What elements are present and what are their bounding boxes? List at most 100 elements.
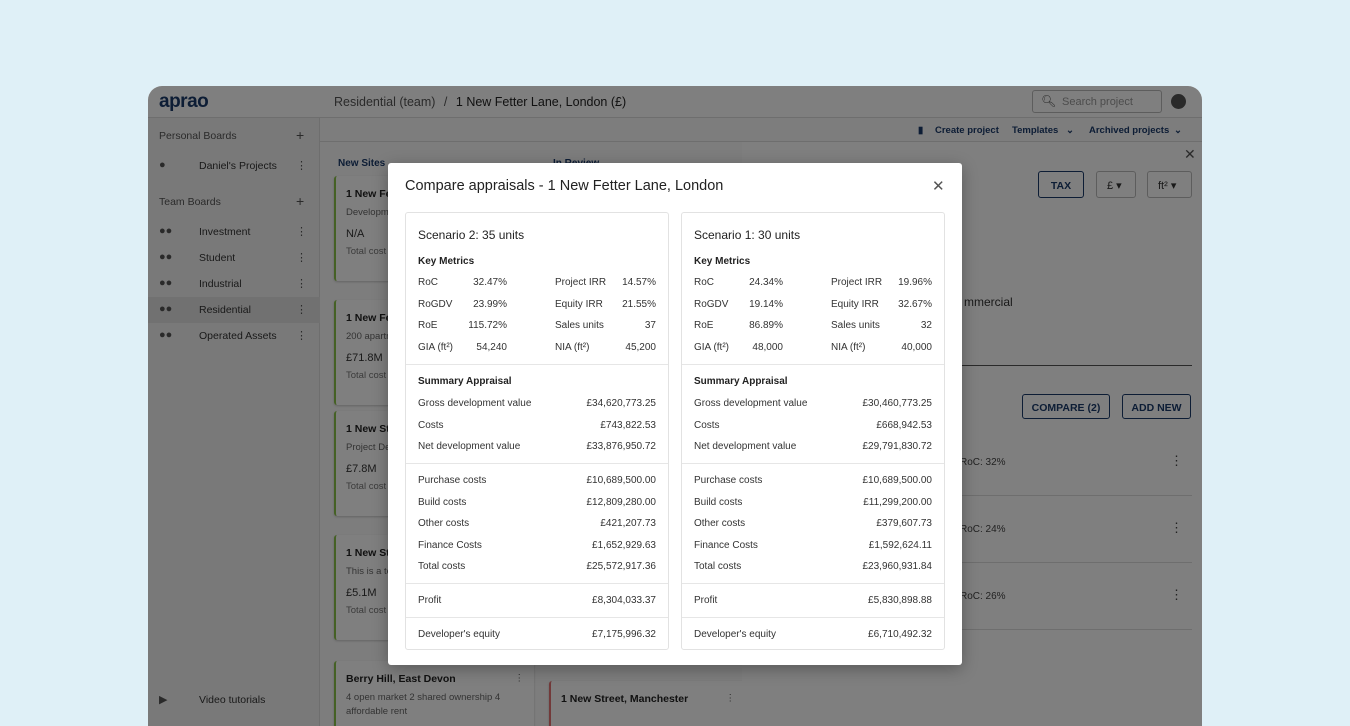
row-label: Net development value (694, 441, 797, 452)
row-value: £11,299,200.00 (863, 496, 932, 508)
row-value: £10,689,500.00 (586, 475, 656, 486)
row-label: Total costs (694, 561, 742, 572)
row-label: Net development value (418, 441, 521, 452)
row-value: £29,791,830.72 (862, 441, 932, 452)
appraisal-row: Build costs £11,299,200.00 (694, 497, 932, 511)
metric-cell: GIA (ft²) (418, 342, 453, 354)
metric-cell: 14.57% (622, 277, 656, 288)
metric-cell: Sales units (555, 320, 604, 332)
row-label: Total costs (418, 561, 466, 572)
metric-row: RoE 115.72% Sales units 37 (418, 320, 656, 334)
row-label: Finance Costs (418, 539, 482, 551)
summary-appraisal-title: Summary Appraisal (694, 376, 788, 387)
metric-cell: NIA (ft²) (831, 342, 866, 354)
appraisal-row: Gross development value £34,620,773.25 (418, 398, 656, 412)
appraisal-row: Build costs £12,809,280.00 (418, 497, 656, 511)
row-label: Other costs (694, 518, 746, 529)
metric-cell: 32.67% (898, 298, 932, 310)
key-metrics-title: Key Metrics (418, 256, 475, 267)
row-label: Build costs (694, 496, 743, 508)
appraisal-row: Net development value £29,791,830.72 (694, 441, 932, 455)
row-value: £5,830,898.88 (868, 595, 932, 606)
row-label: Finance Costs (694, 539, 758, 551)
row-value: £743,822.53 (600, 419, 656, 431)
metric-cell: Project IRR (831, 277, 883, 288)
row-value: £7,175,996.32 (592, 629, 656, 640)
appraisal-row: Costs £743,822.53 (418, 420, 656, 434)
divider (682, 364, 944, 365)
appraisal-row: Net development value £33,876,950.72 (418, 441, 656, 455)
metric-cell: 54,240 (476, 342, 507, 354)
appraisal-row: Purchase costs £10,689,500.00 (418, 475, 656, 489)
metric-cell: 45,200 (625, 342, 656, 354)
row-value: £23,960,931.84 (862, 561, 932, 572)
divider (682, 617, 944, 618)
row-label: Gross development value (418, 398, 532, 409)
metric-row: GIA (ft²) 54,240 NIA (ft²) 45,200 (418, 342, 656, 356)
appraisal-row: Other costs £421,207.73 (418, 518, 656, 532)
metric-cell: RoGDV (418, 298, 453, 310)
appraisal-row: Total costs £25,572,917.36 (418, 561, 656, 575)
appraisal-row: Finance Costs £1,652,929.63 (418, 540, 656, 554)
metric-cell: 24.34% (749, 277, 783, 288)
metric-cell: RoGDV (694, 298, 729, 310)
row-value: £1,652,929.63 (592, 539, 656, 551)
metric-cell: 32.47% (473, 277, 507, 288)
metric-row: RoC 32.47% Project IRR 14.57% (418, 277, 656, 291)
metric-cell: Sales units (831, 320, 880, 332)
row-label: Developer's equity (418, 629, 500, 640)
row-label: Costs (694, 419, 720, 431)
metric-cell: RoE (694, 320, 714, 332)
row-label: Build costs (418, 496, 467, 508)
metric-cell: Equity IRR (831, 298, 879, 310)
metric-cell: 23.99% (473, 298, 507, 310)
divider (406, 583, 668, 584)
metric-cell: 37 (644, 320, 656, 332)
close-icon[interactable]: ✕ (932, 178, 945, 195)
row-value: £421,207.73 (600, 518, 656, 529)
key-metrics-title: Key Metrics (694, 256, 751, 267)
row-label: Profit (694, 595, 718, 606)
divider (406, 617, 668, 618)
row-value: £668,942.53 (876, 419, 932, 431)
metric-row: RoE 86.89% Sales units 32 (694, 320, 932, 334)
appraisal-row: Total costs £23,960,931.84 (694, 561, 932, 575)
row-value: £6,710,492.32 (868, 629, 932, 640)
appraisal-row: Costs £668,942.53 (694, 420, 932, 434)
divider (406, 463, 668, 464)
row-value: £10,689,500.00 (862, 475, 932, 486)
row-value: £379,607.73 (876, 518, 932, 529)
scenario-card: Scenario 2: 35 units Key Metrics RoC 32.47%… (405, 212, 669, 650)
scenario-name: Scenario 2: 35 units (418, 228, 525, 242)
metric-cell: 19.14% (749, 298, 783, 310)
divider (682, 583, 944, 584)
compare-appraisals-dialog: Compare appraisals - 1 New Fetter Lane, … (388, 163, 962, 665)
row-value: £30,460,773.25 (862, 398, 932, 409)
developers-equity-row: Developer's equity £7,175,996.32 (418, 629, 656, 643)
row-value: £25,572,917.36 (586, 561, 656, 572)
metric-cell: NIA (ft²) (555, 342, 590, 354)
row-value: £8,304,033.37 (592, 595, 656, 606)
metric-cell: GIA (ft²) (694, 342, 729, 354)
profit-row: Profit £8,304,033.37 (418, 595, 656, 609)
appraisal-row: Purchase costs £10,689,500.00 (694, 475, 932, 489)
metric-cell: 40,000 (901, 342, 932, 354)
summary-appraisal-title: Summary Appraisal (418, 376, 512, 387)
divider (406, 364, 668, 365)
metric-cell: 19.96% (898, 277, 932, 288)
appraisal-row: Other costs £379,607.73 (694, 518, 932, 532)
metric-row: RoC 24.34% Project IRR 19.96% (694, 277, 932, 291)
row-label: Developer's equity (694, 629, 776, 640)
scenario-name: Scenario 1: 30 units (694, 228, 801, 242)
appraisal-row: Finance Costs £1,592,624.11 (694, 540, 932, 554)
row-label: Other costs (418, 518, 470, 529)
row-label: Purchase costs (418, 475, 487, 486)
row-value: £1,592,624.11 (868, 539, 932, 551)
metric-cell: Project IRR (555, 277, 607, 288)
divider (682, 463, 944, 464)
metric-cell: RoC (694, 277, 715, 288)
row-value: £34,620,773.25 (586, 398, 656, 409)
metric-row: RoGDV 19.14% Equity IRR 32.67% (694, 299, 932, 313)
developers-equity-row: Developer's equity £6,710,492.32 (694, 629, 932, 643)
metric-cell: RoE (418, 320, 438, 332)
